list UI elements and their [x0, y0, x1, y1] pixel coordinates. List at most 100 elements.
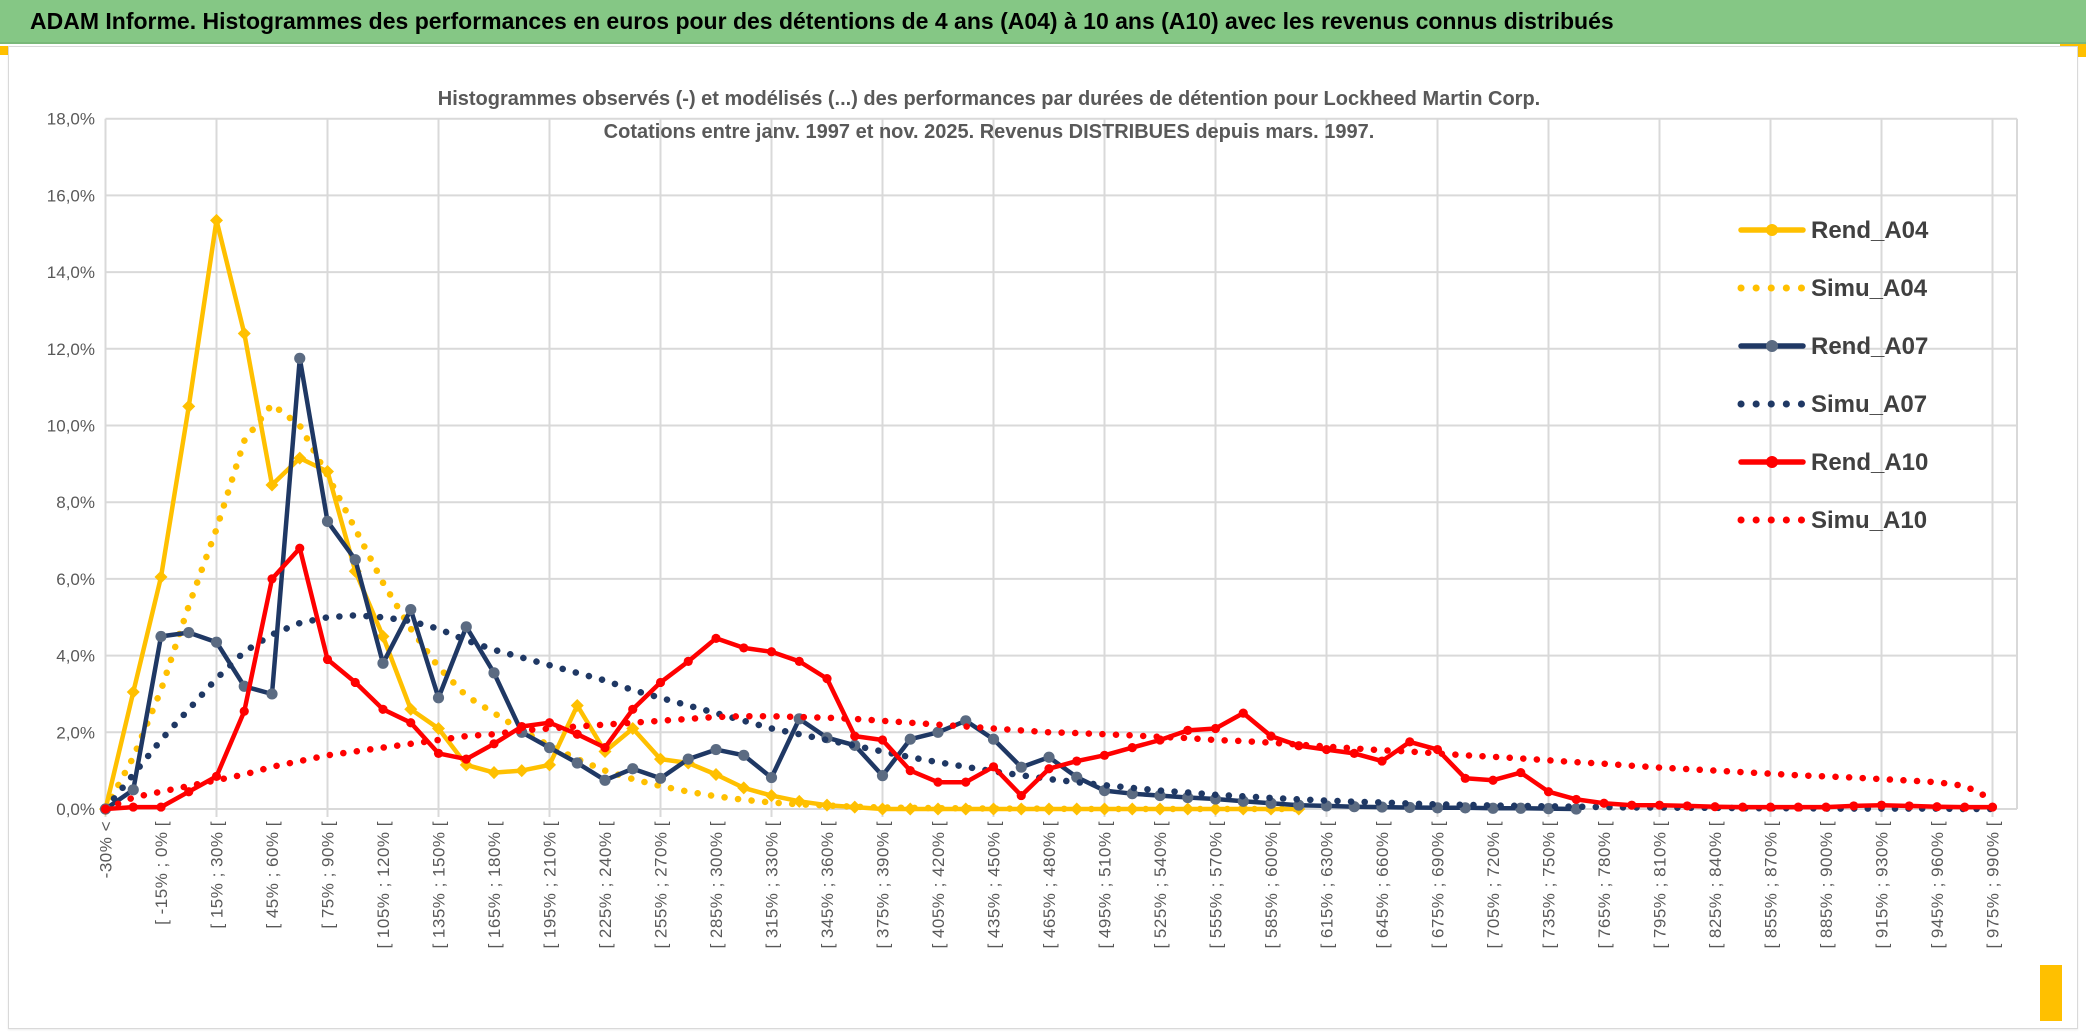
series-marker-rend-a07 [960, 715, 972, 727]
series-marker-rend-a04 [570, 698, 584, 712]
title-bar: ADAM Informe. Histogrammes des performan… [0, 0, 2086, 44]
series-marker-rend-a10 [1044, 764, 1054, 774]
series-marker-rend-a10 [850, 731, 860, 741]
series-marker-rend-a04 [764, 789, 779, 803]
series-marker-rend-a10 [1543, 787, 1554, 797]
legend-label: Simu_A10 [1811, 507, 1927, 534]
series-marker-rend-a04 [265, 478, 279, 492]
series-marker-rend-a10 [1405, 737, 1415, 747]
page-title: ADAM Informe. Histogrammes des performan… [30, 8, 1614, 34]
series-marker-rend-a04 [820, 798, 834, 812]
series-marker-rend-a07 [904, 733, 916, 745]
legend-item-simu-a07[interactable]: Simu_A07 [1737, 391, 1927, 418]
legend-swatch-marker [1766, 340, 1778, 352]
x-axis-bin-label: [ 465% ; 480% [ [1040, 821, 1059, 949]
series-marker-rend-a10 [1072, 756, 1082, 766]
series-marker-rend-a04 [848, 800, 862, 814]
y-axis-tick-label: 0,0% [56, 800, 95, 819]
series-marker-rend-a10 [1183, 725, 1193, 735]
x-axis-bin-label: [ 975% ; 990% [ [1984, 821, 2003, 949]
series-marker-rend-a10 [988, 762, 999, 772]
x-axis-bin-label: [ 735% ; 750% [ [1540, 821, 1559, 949]
x-axis-bin-label: [ 645% ; 660% [ [1373, 821, 1392, 949]
series-marker-rend-a07 [932, 726, 944, 738]
series-marker-rend-a10 [1876, 800, 1887, 810]
series-marker-rend-a10 [711, 633, 721, 643]
legend-label: Rend_A07 [1811, 333, 1928, 360]
legend-item-rend-a04[interactable]: Rend_A04 [1738, 217, 1929, 244]
legend-label: Rend_A04 [1811, 217, 1929, 244]
x-axis-bin-label: [ 795% ; 810% [ [1651, 821, 1670, 949]
series-marker-rend-a10 [1210, 723, 1221, 734]
series-marker-rend-a10 [794, 656, 804, 666]
series-marker-rend-a10 [1488, 775, 1498, 785]
x-axis-bin-label: [ 45% ; 60% [ [263, 821, 282, 929]
series-marker-rend-a07 [1515, 802, 1527, 814]
x-axis-bin-label: [ 225% ; 240% [ [596, 821, 615, 949]
x-axis-bin-label: [ 615% ; 630% [ [1318, 821, 1337, 949]
x-axis-bin-label: [ 825% ; 840% [ [1706, 821, 1725, 949]
series-marker-rend-a10 [489, 739, 499, 749]
performance-histogram-chart: 0,0% 2,0% 4,0% 6,0% 8,0% 10,0% 12,0% 14,0% 16,0%… [47, 88, 2018, 949]
series-marker-rend-a04 [431, 721, 446, 735]
series-marker-rend-a10 [1987, 802, 1998, 812]
series-marker-rend-a07 [488, 667, 500, 679]
y-axis-tick-label: 10,0% [47, 417, 95, 436]
x-axis-bin-label: -30% < [97, 821, 116, 878]
x-axis-bin-label: [ 435% ; 450% [ [985, 821, 1004, 949]
series-marker-rend-a10 [1765, 802, 1776, 812]
series-marker-rend-a10 [1654, 800, 1665, 810]
legend-item-rend-a10[interactable]: Rend_A10 [1738, 449, 1928, 476]
y-axis-tick-label: 2,0% [56, 723, 95, 742]
x-axis-bin-label: [ 195% ; 210% [ [541, 821, 560, 949]
legend-item-simu-a04[interactable]: Simu_A04 [1737, 275, 1928, 302]
legend-label: Simu_A04 [1811, 275, 1928, 302]
series-marker-rend-a10 [1627, 800, 1637, 810]
series-marker-rend-a10 [433, 748, 444, 758]
series-marker-rend-a10 [461, 754, 471, 764]
legend-label: Rend_A10 [1811, 449, 1928, 476]
series-marker-rend-a07 [738, 749, 750, 761]
series-marker-rend-a10 [1960, 802, 1970, 812]
legend-item-simu-a10[interactable]: Simu_A10 [1737, 507, 1927, 534]
series-marker-rend-a04 [653, 752, 668, 766]
series-marker-rend-a07 [155, 630, 167, 643]
series-marker-rend-a10 [1321, 744, 1332, 755]
series-marker-rend-a10 [1738, 802, 1748, 812]
y-axis-tick-label: 6,0% [56, 570, 95, 589]
series-marker-rend-a04 [404, 702, 418, 716]
series-marker-rend-a04 [126, 685, 140, 699]
series-marker-rend-a10 [1516, 767, 1526, 778]
series-marker-rend-a10 [1793, 802, 1803, 812]
series-marker-rend-a07 [627, 763, 639, 775]
series-marker-rend-a04 [154, 570, 168, 584]
series-marker-rend-a10 [1266, 731, 1276, 741]
x-axis-bin-label: [ 885% ; 900% [ [1817, 821, 1836, 949]
series-marker-rend-a07 [1542, 803, 1555, 815]
series-marker-rend-a07 [210, 636, 223, 648]
y-axis-tick-label: 18,0% [47, 110, 95, 129]
series-marker-rend-a07 [599, 774, 611, 786]
series-marker-rend-a10 [961, 777, 971, 787]
x-axis-bin-label: [ 15% ; 30% [ [208, 821, 227, 929]
series-line-simu-a04 [102, 401, 1303, 813]
x-axis-bin-label: [ 585% ; 600% [ [1262, 821, 1281, 949]
series-marker-rend-a10 [239, 706, 249, 716]
series-marker-rend-a10 [184, 787, 194, 797]
chart-title-line1: Histogrammes observés (-) et modélisés (… [438, 88, 1540, 110]
series-marker-rend-a07 [1015, 761, 1027, 773]
series-marker-rend-a10 [128, 802, 138, 812]
series-marker-rend-a10 [267, 574, 277, 584]
series-marker-rend-a10 [1932, 802, 1942, 812]
x-axis-bin-label: [ 705% ; 720% [ [1484, 821, 1503, 949]
series-marker-rend-a10 [1599, 798, 1609, 808]
series-marker-rend-a10 [544, 718, 555, 728]
series-marker-rend-a07 [765, 771, 778, 784]
series-marker-rend-a07 [266, 688, 278, 700]
legend-item-rend-a07[interactable]: Rend_A07 [1738, 333, 1928, 360]
x-axis-bin-label: [ 555% ; 570% [ [1207, 821, 1226, 949]
series-marker-rend-a07 [710, 743, 722, 756]
y-axis-tick-label: 12,0% [47, 340, 95, 359]
series-marker-rend-a10 [1821, 802, 1831, 812]
series-marker-rend-a10 [1127, 743, 1137, 753]
